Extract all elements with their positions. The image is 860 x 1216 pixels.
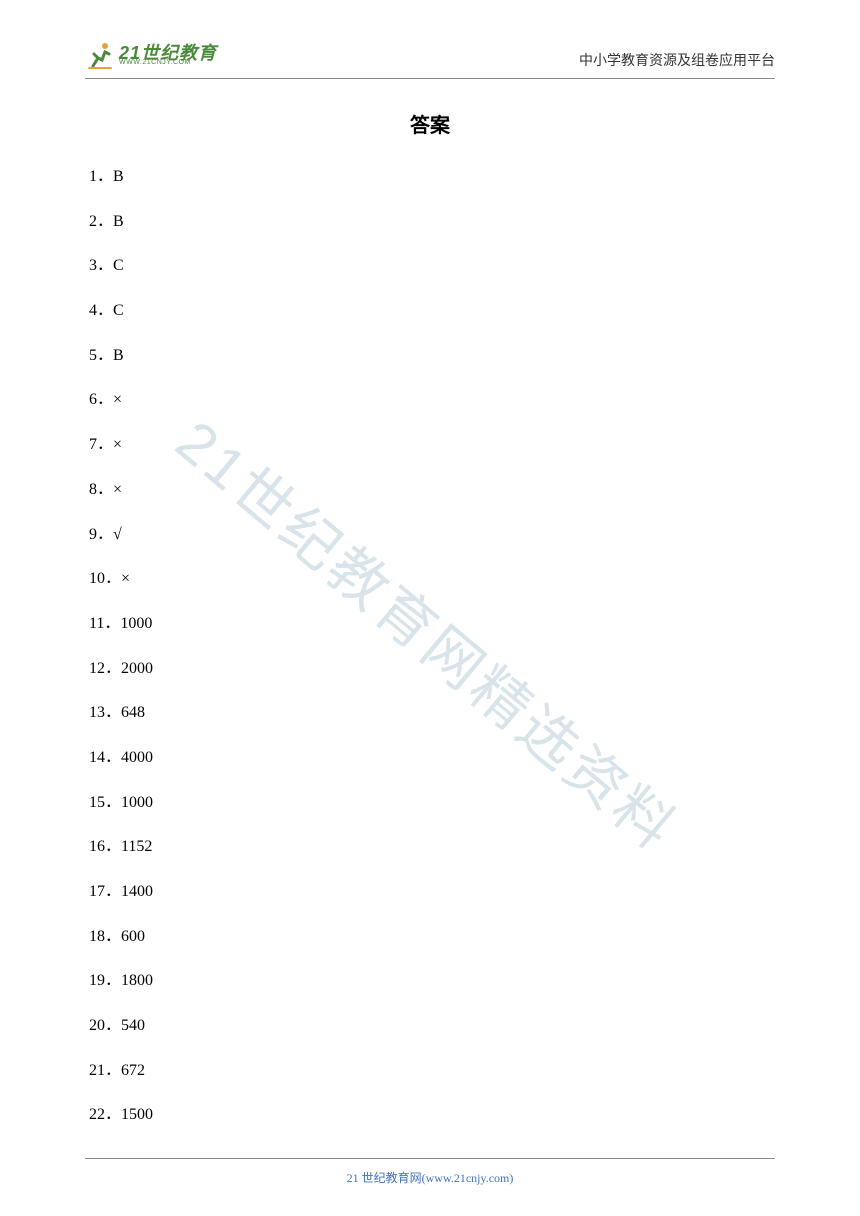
- answer-punct: ．: [97, 302, 113, 319]
- answer-item: 1．B: [89, 166, 775, 188]
- answer-punct: ．: [105, 1017, 121, 1034]
- answer-number: 16: [89, 838, 105, 855]
- answer-number: 1: [89, 168, 97, 185]
- answer-number: 9: [89, 526, 97, 543]
- answer-punct: ．: [105, 570, 121, 587]
- answer-item: 2．B: [89, 211, 775, 233]
- answer-number: 22: [89, 1106, 105, 1123]
- answer-item: 4．C: [89, 300, 775, 322]
- answer-value: 648: [121, 704, 145, 721]
- answer-value: 540: [121, 1017, 145, 1034]
- answer-item: 17．1400: [89, 881, 775, 903]
- page-title: 答案: [85, 109, 775, 138]
- answer-number: 20: [89, 1017, 105, 1034]
- answer-punct: ．: [105, 660, 121, 677]
- answer-number: 18: [89, 928, 105, 945]
- answer-punct: ．: [97, 526, 113, 543]
- answer-value: 1000: [121, 794, 153, 811]
- answer-punct: ．: [105, 749, 121, 766]
- logo-runner-icon: [85, 40, 115, 70]
- answer-number: 17: [89, 883, 105, 900]
- answer-item: 16．1152: [89, 836, 775, 858]
- page-footer: 21 世纪教育网(www.21cnjy.com): [85, 1158, 775, 1186]
- answer-punct: ．: [105, 883, 121, 900]
- answer-item: 19．1800: [89, 970, 775, 992]
- answer-number: 8: [89, 481, 97, 498]
- answer-value: √: [113, 526, 122, 543]
- answer-number: 7: [89, 436, 97, 453]
- answer-punct: ．: [97, 436, 113, 453]
- answer-number: 4: [89, 302, 97, 319]
- answer-item: 7．×: [89, 434, 775, 456]
- answer-punct: ．: [105, 972, 121, 989]
- answer-item: 6．×: [89, 389, 775, 411]
- header-right-text: 中小学教育资源及组卷应用平台: [579, 50, 775, 70]
- answer-item: 9．√: [89, 524, 775, 546]
- answer-value: 1400: [121, 883, 153, 900]
- answer-item: 5．B: [89, 345, 775, 367]
- answer-item: 14．4000: [89, 747, 775, 769]
- answer-value: ×: [113, 391, 122, 408]
- answer-punct: ．: [97, 391, 113, 408]
- answer-number: 15: [89, 794, 105, 811]
- answer-value: 1152: [121, 838, 152, 855]
- answer-value: ×: [121, 570, 130, 587]
- answer-value: B: [113, 347, 124, 364]
- answer-value: B: [113, 168, 124, 185]
- answer-punct: ．: [97, 213, 113, 230]
- logo-text: 21世纪教育 WWW.21CNJY.COM: [119, 44, 217, 66]
- answer-item: 15．1000: [89, 792, 775, 814]
- answer-number: 21: [89, 1062, 105, 1079]
- answer-number: 19: [89, 972, 105, 989]
- answer-number: 3: [89, 257, 97, 274]
- answer-punct: ．: [97, 168, 113, 185]
- answer-item: 3．C: [89, 255, 775, 277]
- answer-value: 600: [121, 928, 145, 945]
- answer-value: 1000: [120, 615, 152, 632]
- page-header: 21世纪教育 WWW.21CNJY.COM 中小学教育资源及组卷应用平台: [85, 40, 775, 79]
- answer-punct: ．: [97, 347, 113, 364]
- answer-value: 672: [121, 1062, 145, 1079]
- answer-number: 14: [89, 749, 105, 766]
- answer-punct: ．: [97, 481, 113, 498]
- answer-number: 2: [89, 213, 97, 230]
- logo: 21世纪教育 WWW.21CNJY.COM: [85, 40, 217, 70]
- answer-number: 11: [89, 615, 104, 632]
- answer-item: 18．600: [89, 926, 775, 948]
- answer-value: C: [113, 257, 124, 274]
- answer-punct: ．: [105, 1106, 121, 1123]
- answer-punct: ．: [97, 257, 113, 274]
- answer-punct: ．: [105, 794, 121, 811]
- answer-punct: ．: [104, 615, 120, 632]
- answer-item: 12．2000: [89, 658, 775, 680]
- answer-item: 21．672: [89, 1060, 775, 1082]
- answer-item: 8．×: [89, 479, 775, 501]
- answer-punct: ．: [105, 704, 121, 721]
- answer-punct: ．: [105, 838, 121, 855]
- answer-item: 11．1000: [89, 613, 775, 635]
- answer-value: ×: [113, 481, 122, 498]
- answer-value: 1500: [121, 1106, 153, 1123]
- answer-number: 13: [89, 704, 105, 721]
- answer-value: 4000: [121, 749, 153, 766]
- answer-value: 2000: [121, 660, 153, 677]
- answer-value: ×: [113, 436, 122, 453]
- answer-punct: ．: [105, 928, 121, 945]
- answer-item: 10．×: [89, 568, 775, 590]
- answer-number: 10: [89, 570, 105, 587]
- logo-sub-text: WWW.21CNJY.COM: [119, 59, 217, 66]
- answer-number: 12: [89, 660, 105, 677]
- answer-item: 20．540: [89, 1015, 775, 1037]
- answer-number: 5: [89, 347, 97, 364]
- answer-punct: ．: [105, 1062, 121, 1079]
- answer-value: B: [113, 213, 124, 230]
- answer-item: 22．1500: [89, 1104, 775, 1126]
- answer-number: 6: [89, 391, 97, 408]
- answer-list: 1．B 2．B 3．C 4．C 5．B 6．× 7．× 8．× 9．√ 10．×…: [85, 166, 775, 1127]
- answer-value: 1800: [121, 972, 153, 989]
- answer-value: C: [113, 302, 124, 319]
- answer-item: 13．648: [89, 702, 775, 724]
